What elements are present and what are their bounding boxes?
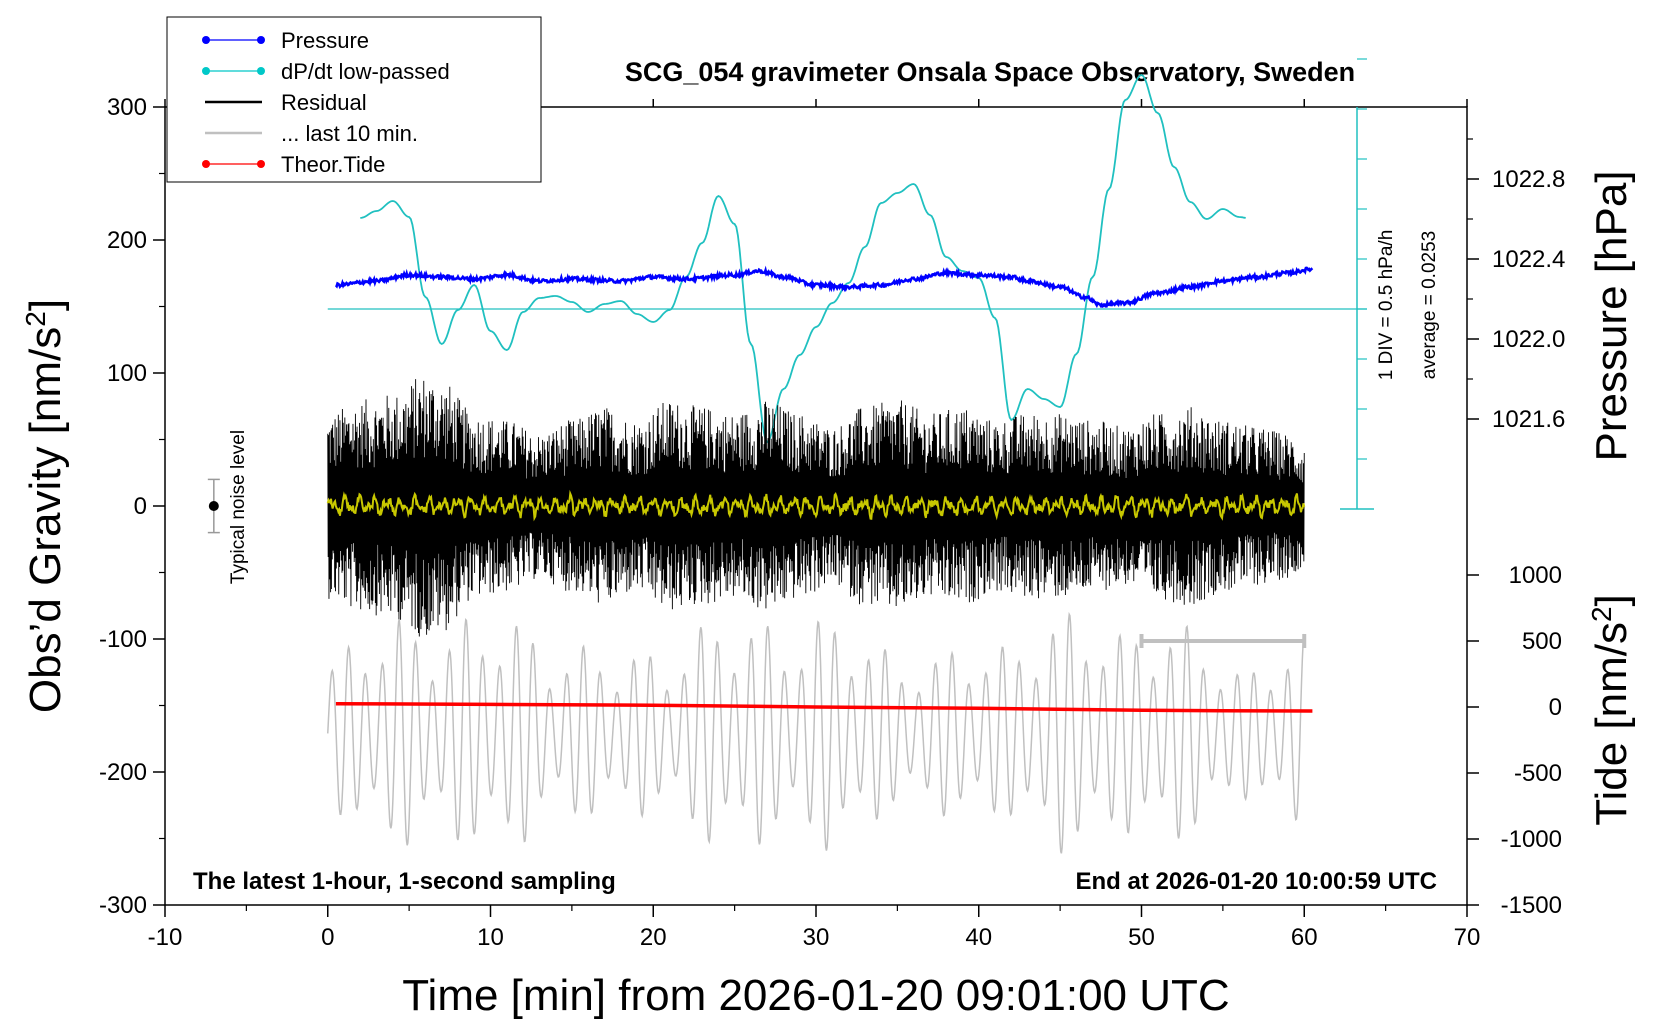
x-tick-label: 0: [321, 924, 334, 951]
chart-title: SCG_054 gravimeter Onsala Space Observat…: [625, 57, 1355, 87]
y-left-tick-label: -200: [99, 759, 147, 786]
x-tick-label: 70: [1454, 924, 1481, 951]
tide-tick-label: 500: [1522, 628, 1562, 655]
legend-label: Residual: [281, 90, 367, 115]
tide-tick-label: -500: [1514, 760, 1562, 787]
tide-tick-label: -1000: [1501, 826, 1562, 853]
pressure-tick-label: 1021.6: [1492, 406, 1565, 433]
residual-line: [327, 379, 1305, 637]
dpdt-average-label: average = 0.0253: [1419, 231, 1440, 379]
tide-tick-label: -1500: [1501, 892, 1562, 919]
y-left-tick-label: -300: [99, 892, 147, 919]
legend-items: Pressure dP/dt low-passed Residual ... last…: [202, 28, 450, 177]
theoretical-tide-line: [335, 701, 1313, 713]
noise-bar-point: [208, 501, 219, 511]
y-left-tick-label: 200: [107, 227, 147, 254]
x-tick-label: 10: [477, 924, 504, 951]
dpdt-div-label: 1 DIV = 0.5 hPa/h: [1376, 230, 1397, 381]
legend-box: [166, 16, 542, 183]
axes-layer: -10 0 10 20 30 40 50 60 70-300-200-1000100200300…: [99, 94, 1565, 951]
last10-layer: [327, 611, 1307, 854]
legend-label: dP/dt low-passed: [281, 59, 450, 84]
legend-label: ... last 10 min.: [281, 121, 418, 146]
last10-trace: [327, 611, 1305, 854]
legend-label: Pressure: [281, 28, 369, 53]
legend-marker-end: [257, 67, 265, 75]
pressure-tick-label: 1022.4: [1492, 246, 1565, 273]
pressure-tick-label: 1022.0: [1492, 326, 1565, 353]
pressure-line: [334, 265, 1314, 309]
x-tick-label: 60: [1291, 924, 1318, 951]
tide-tick-label: 1000: [1509, 562, 1562, 589]
legend-label: Theor.Tide: [281, 152, 385, 177]
y-axis-pressure-title: Pressure [hPa]: [1587, 170, 1636, 461]
y-axis-tide-title: Tide [nm/s2]: [1586, 594, 1637, 826]
x-tick-label: -10: [148, 924, 183, 951]
residual-smoothed-line: [326, 489, 1306, 522]
x-tick-label: 40: [965, 924, 992, 951]
x-tick-label: 50: [1128, 924, 1155, 951]
x-axis-title: Time [min] from 2026-01-20 09:01:00 UTC: [402, 971, 1229, 1020]
x-tick-label: 20: [640, 924, 667, 951]
legend: Pressure dP/dt low-passed Residual ... last…: [166, 16, 542, 183]
y-left-tick-label: -100: [99, 626, 147, 653]
y-left-tick-label: 300: [107, 94, 147, 121]
tide-tick-label: 0: [1549, 694, 1562, 721]
dpdt-line: [360, 74, 1246, 444]
x-tick-label: 30: [803, 924, 830, 951]
sampling-note: The latest 1-hour, 1-second sampling: [193, 868, 616, 895]
pressure-layer: [334, 265, 1314, 309]
y-left-tick-label: 0: [134, 493, 147, 520]
dpdt-layer: [327, 58, 1374, 510]
legend-marker-start: [202, 36, 210, 44]
noise-level-label: Typical noise level: [228, 430, 249, 584]
y-left-tick-label: 100: [107, 360, 147, 387]
residual-layer: [326, 379, 1306, 637]
legend-marker-end: [257, 36, 265, 44]
legend-marker-start: [202, 160, 210, 168]
y-axis-left-title: Obs’d Gravity [nm/s2]: [20, 299, 71, 713]
legend-marker-end: [257, 160, 265, 168]
tide-layer: [335, 701, 1313, 713]
pressure-tick-label: 1022.8: [1492, 166, 1565, 193]
end-time-note: End at 2026-01-20 10:00:59 UTC: [1076, 868, 1438, 895]
legend-marker-start: [202, 67, 210, 75]
